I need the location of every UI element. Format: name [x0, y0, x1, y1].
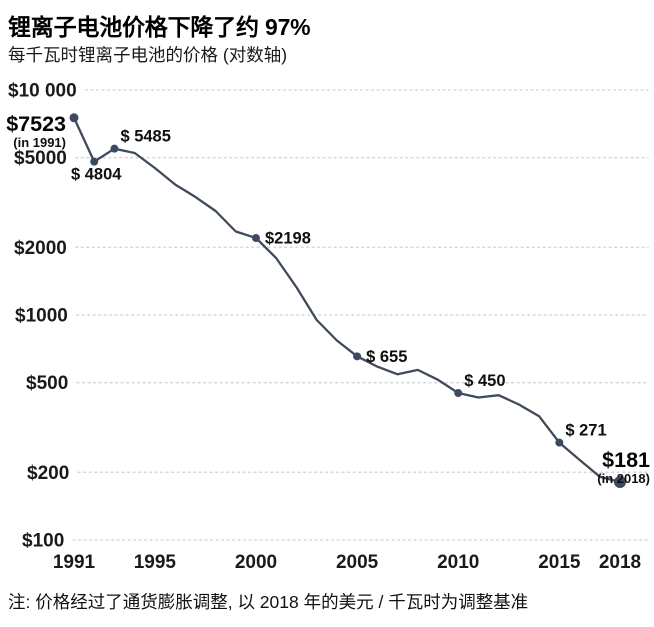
x-axis-label: 2005 — [336, 552, 379, 573]
price-line — [72, 116, 622, 484]
y-axis-label: $1000 — [15, 306, 68, 327]
x-axis-label: 2015 — [538, 552, 581, 573]
y-axis-label: $100 — [22, 531, 64, 552]
data-point-dot — [110, 144, 119, 153]
data-point-dot — [555, 438, 564, 447]
y-axis-label: $5000 — [14, 148, 67, 169]
data-point-label: $ 4804 — [71, 166, 122, 184]
data-point-label: $181 — [602, 448, 650, 472]
y-axis-label: $10 000 — [8, 81, 77, 102]
data-point-sublabel: (in 2018) — [597, 471, 650, 486]
data-point-dot — [69, 113, 79, 123]
y-axis-label: $500 — [26, 373, 68, 394]
x-axis-label: 1991 — [53, 552, 96, 573]
x-axis-label: 2018 — [599, 552, 641, 573]
data-point-label: $ 450 — [464, 372, 505, 390]
data-point-dot — [454, 389, 463, 398]
x-axis-label: 1995 — [134, 552, 177, 573]
data-point-dot — [90, 157, 99, 166]
data-point-label: $ 655 — [366, 348, 407, 366]
x-axis-label: 2010 — [437, 552, 479, 573]
data-point-label: $7523 — [6, 112, 66, 136]
chart-title: 锂离子电池价格下降了约 97% — [8, 14, 311, 40]
x-axis-label: 2000 — [235, 552, 277, 573]
data-point-sublabel: (in 1991) — [13, 135, 66, 150]
data-point-label: $ 5485 — [120, 128, 170, 146]
data-point-label: $ 271 — [565, 422, 606, 440]
data-point-dot — [614, 476, 626, 489]
y-axis-label: $200 — [27, 463, 69, 484]
footnote: 注: 价格经过了通货膨胀调整, 以 2018 年的美元 / 千瓦时为调整基准 — [8, 592, 529, 612]
y-axis-label: $2000 — [14, 238, 67, 259]
data-point-dot — [353, 352, 362, 361]
data-point-dot — [252, 234, 260, 243]
data-point-label: $2198 — [265, 230, 311, 248]
chart-subtitle: 每千瓦时锂离子电池的价格 (对数轴) — [8, 45, 288, 65]
